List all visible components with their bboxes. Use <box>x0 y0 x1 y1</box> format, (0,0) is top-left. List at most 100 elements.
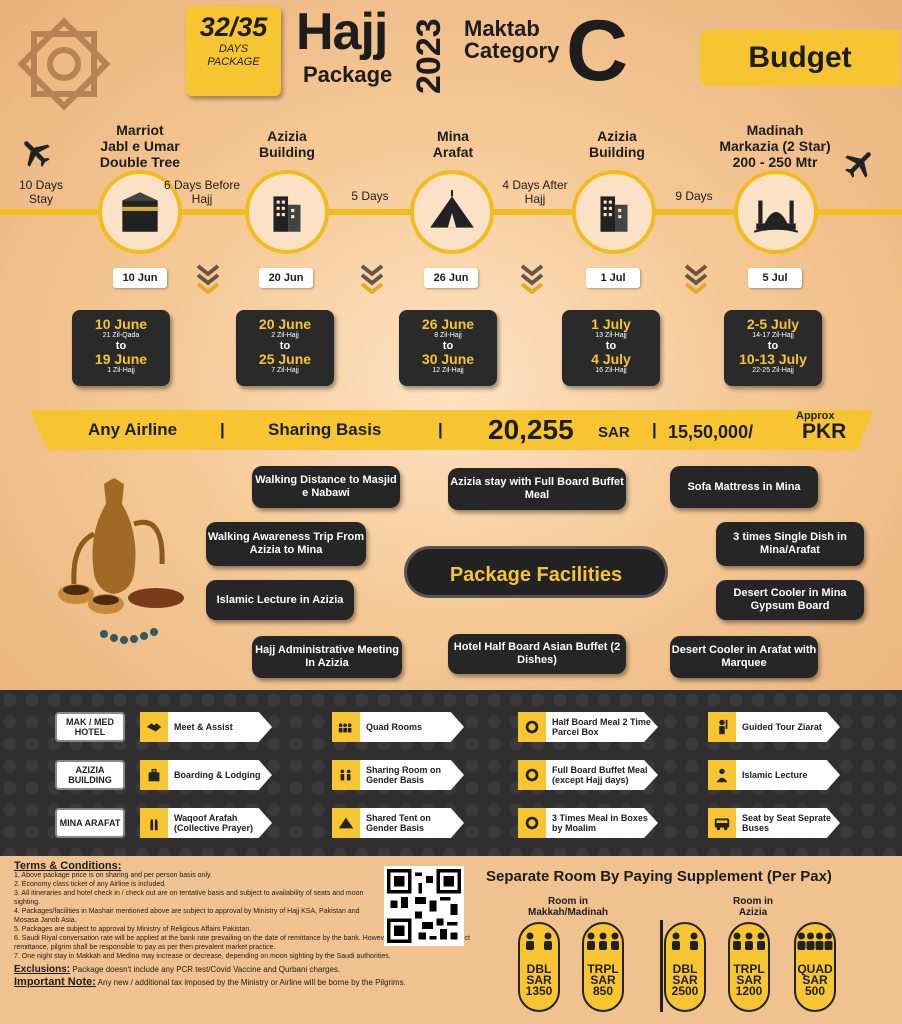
separator: | <box>652 420 657 439</box>
plate-icon <box>518 808 546 838</box>
stop-date-3: 26 Jun <box>424 268 478 288</box>
date-from: 10 June <box>94 316 148 332</box>
date-range-card-3: 26 June 8 Zil-Hajj to 30 June 12 Zil-Haj… <box>399 310 497 386</box>
gap-label-1: 6 Days Before Hajj <box>163 178 241 206</box>
service-item: Half Board Meal 2 Time Parcel Box <box>518 712 658 742</box>
budget-badge: Budget <box>700 30 900 86</box>
plane-icon <box>24 141 50 167</box>
hijri-from: 14-17 Zil-Hajj <box>752 332 794 339</box>
term-item: 1, Above package price is on sharing and… <box>14 872 212 879</box>
prayer-icon <box>140 808 168 838</box>
facility-item: Walking Awareness Trip From Azizia to Mi… <box>206 522 366 566</box>
people-icon <box>730 928 768 954</box>
qr-code-icon <box>387 869 461 943</box>
important-note-label: Important Note: <box>14 976 96 988</box>
maktab-word: Maktab <box>464 16 540 41</box>
basis-label: Sharing Basis <box>268 420 382 439</box>
room-cur: SAR <box>736 973 762 987</box>
separator: | <box>438 420 443 439</box>
date-from: 2-5 July <box>746 316 800 332</box>
service-item: Boarding & Lodging <box>140 760 272 790</box>
facility-item: Desert Cooler in Arafat with Marquee <box>670 636 818 678</box>
airline-label: Any Airline <box>88 420 178 439</box>
room-group-makkah: Room in Makkah/Madinah <box>527 896 609 918</box>
category-letter: C <box>566 3 629 99</box>
to-word: to <box>115 340 127 352</box>
handshake-icon <box>140 712 168 742</box>
pkr-amount: 15,50,000/ <box>668 422 754 442</box>
terms-title: Terms & Conditions: <box>14 860 122 872</box>
sar-amount: 20,255 <box>488 414 574 445</box>
room-cur: SAR <box>672 973 698 987</box>
service-text: Quad Rooms <box>366 722 423 732</box>
sar-unit: SAR <box>598 424 630 441</box>
facility-item: Hotel Half Board Asian Buffet (2 Dishes) <box>448 634 626 674</box>
stop-circle-4 <box>572 170 656 254</box>
important-note-text: Any new / additional tax imposed by the … <box>97 978 406 987</box>
people-icon <box>332 712 360 742</box>
hijri-to: 7 Zil-Hajj <box>271 367 299 374</box>
to-word: to <box>442 340 454 352</box>
to-word: to <box>279 340 291 352</box>
terms-section: Terms & Conditions: 1, Above package pri… <box>14 860 494 988</box>
service-item: Meet & Assist <box>140 712 272 742</box>
service-text: Guided Tour Ziarat <box>742 722 822 732</box>
hijri-from: 8 Zil-Hajj <box>434 332 462 339</box>
service-item: Full Board Buffet Meal (except Hajj days… <box>518 760 658 790</box>
to-word: to <box>605 340 617 352</box>
facility-item: Walking Distance to Masjid e Nabawi <box>252 466 400 508</box>
stop-name-line: Marriot <box>116 122 164 138</box>
tent-icon <box>332 808 360 838</box>
room-type: DBL <box>672 962 698 976</box>
stop-name-1: Marriot Jabl e Umar Double Tree <box>65 122 215 170</box>
service-item: Quad Rooms <box>332 712 464 742</box>
service-text: Islamic Lecture <box>742 770 808 780</box>
price-band <box>30 410 874 450</box>
service-item: Islamic Lecture <box>708 760 840 790</box>
plane-icon <box>845 152 871 178</box>
room-pill: TRPL SAR 850 <box>582 922 624 1012</box>
date-to: 25 June <box>258 351 312 367</box>
chevron-down-icon <box>520 264 544 294</box>
date-to: 19 June <box>94 351 148 367</box>
stop-name-2: Azizia Building <box>212 128 362 160</box>
facility-item: 3 times Single Dish in Mina/Arafat <box>716 522 864 566</box>
room-type: QUAD <box>797 962 833 976</box>
hajj-title: Hajj <box>296 3 388 61</box>
date-range-card-1: 10 June 21 Zil-Qada to 19 June 1 Zil-Haj… <box>72 310 170 386</box>
to-word: to <box>767 340 779 352</box>
room-type: TRPL <box>587 962 619 976</box>
stop-circle-5 <box>734 170 818 254</box>
service-text: Full Board Buffet Meal (except Hajj days… <box>552 765 648 785</box>
exclusions-text: Package doesn't include any PCR test/Cov… <box>72 965 341 974</box>
hijri-from: 13 Zil-Hajj <box>595 332 627 339</box>
term-item: 4. Packages/facilities in Mashair mentio… <box>14 908 360 924</box>
room-pill: DBL SAR 1350 <box>518 922 560 1012</box>
separator: | <box>220 420 225 439</box>
guide-icon <box>708 712 736 742</box>
days-label: DAYS <box>218 43 249 55</box>
service-item: Guided Tour Ziarat <box>708 712 840 742</box>
days-package-badge: 32/35 DAYS PACKAGE <box>186 6 281 96</box>
row-label-mina: MINA ARAFAT <box>55 808 125 838</box>
stop-date-1: 10 Jun <box>113 268 167 288</box>
stop-name-5: Madinah Markazia (2 Star) 200 - 250 Mtr <box>695 122 855 170</box>
chevron-down-icon <box>360 264 384 294</box>
service-item: Seat by Seat Seprate Buses <box>708 808 840 838</box>
service-text: 3 Times Meal in Boxes by Moalim <box>552 813 648 833</box>
stop-name-line: Building <box>589 144 645 160</box>
room-cur: SAR <box>590 973 616 987</box>
stop-name-line: Building <box>259 144 315 160</box>
room-price: 2500 <box>671 984 699 998</box>
qr-code[interactable] <box>384 866 464 946</box>
date-range-card-2: 20 June 2 Zil-Hajj to 25 June 7 Zil-Hajj <box>236 310 334 386</box>
date-to: 4 July <box>591 351 631 367</box>
hijri-to: 1 Zil-Hajj <box>107 367 135 374</box>
plate-icon <box>518 760 546 790</box>
package-label: PACKAGE <box>207 56 260 68</box>
stop-name-4: Azizia Building <box>542 128 692 160</box>
building-icon <box>273 196 301 232</box>
stop-circle-2 <box>245 170 329 254</box>
room-pill: TRPL SAR 1200 <box>728 922 770 1012</box>
divider <box>660 920 663 1012</box>
